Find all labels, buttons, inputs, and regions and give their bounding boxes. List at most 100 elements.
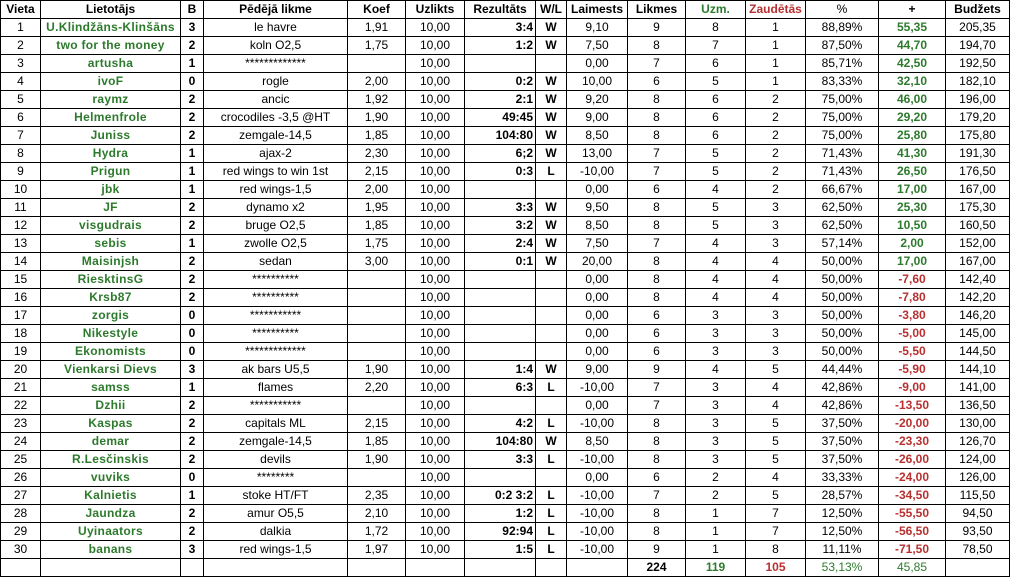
cell-pedeja-likme: dynamo x2 bbox=[203, 198, 348, 217]
cell-percent: 44,44% bbox=[805, 360, 879, 379]
cell-lietotajs: Prigun bbox=[40, 162, 181, 181]
cell-percent: 50,00% bbox=[805, 288, 879, 307]
cell-wl bbox=[535, 342, 567, 361]
header-col-laimests[interactable]: Laimests bbox=[566, 0, 628, 19]
cell-pedeja-likme: red wings to win 1st bbox=[203, 162, 348, 181]
header-col-likmes[interactable]: Likmes bbox=[627, 0, 686, 19]
cell-plus: 10,50 bbox=[878, 216, 946, 235]
cell-wl bbox=[535, 180, 567, 199]
header-col-wl[interactable]: W/L bbox=[535, 0, 567, 19]
cell-zaudetas: 4 bbox=[745, 378, 806, 397]
cell-wl: W bbox=[535, 252, 567, 271]
total-uzm: 119 bbox=[685, 558, 746, 577]
cell-laimests: 0,00 bbox=[566, 54, 628, 73]
cell-plus: 2,00 bbox=[878, 234, 946, 253]
header-col-uzm[interactable]: Uzm. bbox=[685, 0, 746, 19]
cell-wl: W bbox=[535, 126, 567, 145]
header-col-plus[interactable]: + bbox=[878, 0, 946, 19]
cell-plus: 46,00 bbox=[878, 90, 946, 109]
cell-rezultats: 0:2 bbox=[464, 72, 536, 91]
cell-plus: -34,50 bbox=[878, 486, 946, 505]
cell-lietotajs: ivoF bbox=[40, 72, 181, 91]
cell-budzets: 175,80 bbox=[945, 126, 1010, 145]
cell-koef: 1,72 bbox=[347, 522, 406, 541]
header-col-vieta[interactable]: Vieta bbox=[0, 0, 41, 19]
cell-wl bbox=[535, 270, 567, 289]
cell-likmes: 7 bbox=[627, 234, 686, 253]
cell-budzets: 196,00 bbox=[945, 90, 1010, 109]
cell-koef: 1,85 bbox=[347, 126, 406, 145]
header-col-budzets[interactable]: Budžets bbox=[945, 0, 1010, 19]
header-col-koef[interactable]: Koef bbox=[347, 0, 406, 19]
table-row: 18 Nikestyle 0 ********** 10,00 0,00 6 3 3 50,00%… bbox=[0, 324, 1010, 343]
cell-budzets: 167,00 bbox=[945, 252, 1010, 271]
cell-zaudetas: 7 bbox=[745, 522, 806, 541]
cell-budzets: 78,50 bbox=[945, 540, 1010, 559]
cell-vieta: 30 bbox=[0, 540, 41, 559]
cell-budzets: 130,00 bbox=[945, 414, 1010, 433]
cell-pedeja-likme: amur O5,5 bbox=[203, 504, 348, 523]
cell-rezultats: 3:3 bbox=[464, 450, 536, 469]
header-col-lietotajs[interactable]: Lietotājs bbox=[40, 0, 181, 19]
cell-uzlikts: 10,00 bbox=[405, 360, 465, 379]
cell-likmes: 8 bbox=[627, 36, 686, 55]
cell-b: 0 bbox=[180, 468, 204, 487]
cell-laimests: -10,00 bbox=[566, 378, 628, 397]
header-col-percent[interactable]: % bbox=[805, 0, 879, 19]
cell-vieta: 18 bbox=[0, 324, 41, 343]
cell-zaudetas: 5 bbox=[745, 486, 806, 505]
table-row: 22 Dzhii 2 *********** 10,00 0,00 7 3 4 42,86% -13… bbox=[0, 396, 1010, 415]
cell-rezultats: 0:1 bbox=[464, 252, 536, 271]
cell-lietotajs: Nikestyle bbox=[40, 324, 181, 343]
cell-percent: 42,86% bbox=[805, 396, 879, 415]
cell-budzets: 175,30 bbox=[945, 198, 1010, 217]
cell-uzm: 8 bbox=[685, 18, 746, 37]
cell-laimests: 9,20 bbox=[566, 90, 628, 109]
cell-percent: 50,00% bbox=[805, 306, 879, 325]
cell-b: 3 bbox=[180, 18, 204, 37]
cell-zaudetas: 2 bbox=[745, 108, 806, 127]
cell-vieta: 24 bbox=[0, 432, 41, 451]
cell-plus: -3,80 bbox=[878, 306, 946, 325]
cell-budzets: 142,20 bbox=[945, 288, 1010, 307]
cell-percent: 50,00% bbox=[805, 342, 879, 361]
cell-budzets: 167,00 bbox=[945, 180, 1010, 199]
cell-pedeja-likme: bruge O2,5 bbox=[203, 216, 348, 235]
cell-likmes: 7 bbox=[627, 54, 686, 73]
cell-uzlikts: 10,00 bbox=[405, 504, 465, 523]
cell-rezultats: 0:2 3:2 bbox=[464, 486, 536, 505]
cell-pedeja-likme: ************* bbox=[203, 54, 348, 73]
cell-rezultats: 104:80 bbox=[464, 432, 536, 451]
cell-zaudetas: 3 bbox=[745, 234, 806, 253]
cell-lietotajs: Kaspas bbox=[40, 414, 181, 433]
cell-pedeja-likme: ak bars U5,5 bbox=[203, 360, 348, 379]
cell-likmes: 8 bbox=[627, 126, 686, 145]
cell-rezultats bbox=[464, 288, 536, 307]
cell-wl: W bbox=[535, 432, 567, 451]
cell-plus: -20,00 bbox=[878, 414, 946, 433]
cell-budzets: 94,50 bbox=[945, 504, 1010, 523]
cell-b: 3 bbox=[180, 540, 204, 559]
cell-vieta: 26 bbox=[0, 468, 41, 487]
header-col-b[interactable]: B bbox=[180, 0, 204, 19]
header-col-zaudetas[interactable]: Zaudētās bbox=[745, 0, 806, 19]
cell-pedeja-likme: koln O2,5 bbox=[203, 36, 348, 55]
cell-percent: 75,00% bbox=[805, 108, 879, 127]
header-col-uzlikts[interactable]: Uzlikts bbox=[405, 0, 465, 19]
cell-uzlikts: 10,00 bbox=[405, 432, 465, 451]
cell-koef: 2,00 bbox=[347, 72, 406, 91]
cell-rezultats: 4:2 bbox=[464, 414, 536, 433]
cell-pedeja-likme: rogle bbox=[203, 72, 348, 91]
cell-lietotajs: JF bbox=[40, 198, 181, 217]
cell-wl bbox=[535, 54, 567, 73]
cell-uzlikts: 10,00 bbox=[405, 36, 465, 55]
cell-uzlikts: 10,00 bbox=[405, 396, 465, 415]
cell-laimests: 10,00 bbox=[566, 72, 628, 91]
cell-pedeja-likme: zemgale-14,5 bbox=[203, 126, 348, 145]
cell-uzlikts: 10,00 bbox=[405, 324, 465, 343]
cell-uzm: 6 bbox=[685, 90, 746, 109]
cell-uzm: 4 bbox=[685, 234, 746, 253]
header-col-pedeja-likme[interactable]: Pēdējā likme bbox=[203, 0, 348, 19]
header-col-rezultats[interactable]: Rezultāts bbox=[464, 0, 536, 19]
cell-laimests: -10,00 bbox=[566, 504, 628, 523]
